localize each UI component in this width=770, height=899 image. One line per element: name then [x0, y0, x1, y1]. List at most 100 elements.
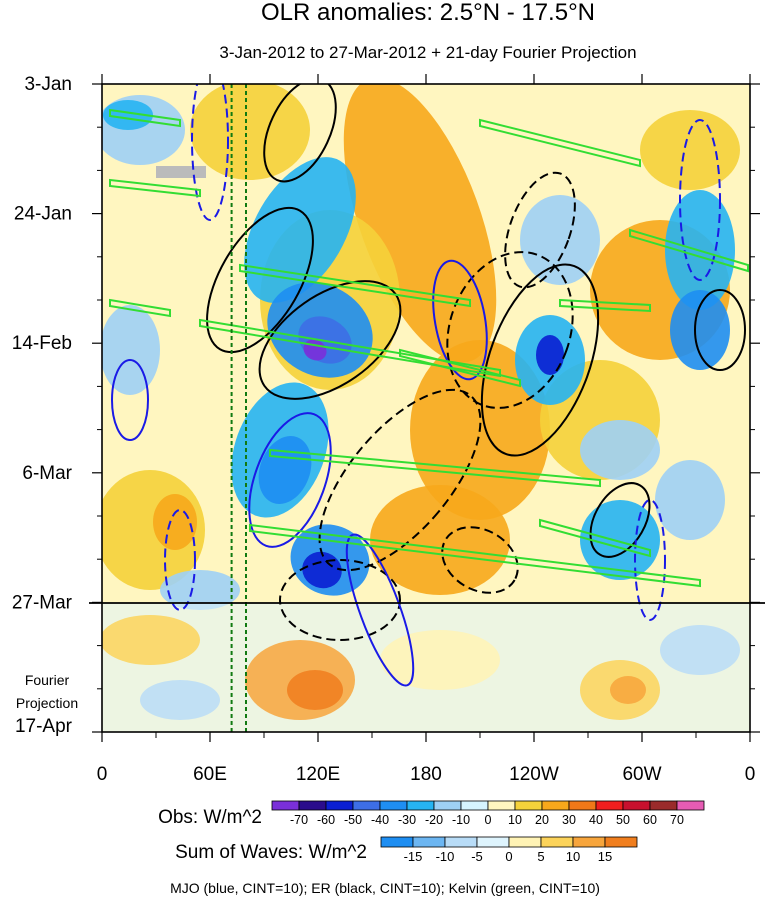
waves-colorbar-cell-2 [444, 836, 478, 848]
obs-colorbar-cell-8 [487, 800, 516, 811]
projection-anomaly-blob-6 [140, 680, 220, 720]
waves-colorbar-label-4: 5 [537, 849, 544, 864]
x-tick-label-0: 0 [97, 764, 108, 785]
obs-colorbar-cell-14 [649, 800, 678, 811]
y-tick-label-5: 17-Apr [15, 716, 73, 737]
obs-anomaly-blob-27 [655, 460, 725, 540]
obs-anomaly-blob-15 [244, 157, 356, 303]
obs-colorbar-cell-12 [595, 800, 624, 811]
obs-colorbar-cell-13 [622, 800, 651, 811]
waves-colorbar-cell-6 [572, 836, 606, 848]
kelvin-contour-1 [109, 178, 201, 198]
projection-label-line2: Projection [16, 695, 78, 711]
mjo-contour-2 [432, 259, 488, 381]
y-tick-label-4: 27-Mar [12, 592, 73, 613]
projection-anomaly-blob-7 [660, 625, 740, 675]
kelvin-contour-5 [249, 523, 701, 588]
waves-colorbar-cell-5 [540, 836, 574, 848]
obs-anomaly-blob-28 [102, 305, 160, 395]
er-contour-3 [446, 251, 574, 409]
obs-colorbar-cell-15 [676, 800, 705, 811]
mjo-contour-0 [191, 84, 229, 221]
mjo-contour-6 [634, 499, 666, 621]
mjo-contour-7 [164, 509, 196, 611]
y-tick-label-3: 6-Mar [22, 463, 72, 484]
waves-colorbar-label: Sum of Waves: W/m^2 [175, 842, 367, 863]
obs-anomaly-blob-2 [190, 84, 310, 180]
er-contour-4 [318, 388, 482, 572]
obs-anomaly-blob-11 [103, 100, 153, 130]
plot-area [102, 84, 750, 732]
obs-colorbar-cell-5 [406, 800, 435, 811]
dashed-longitude-markers [230, 84, 247, 732]
obs-anomaly-blob-29 [160, 570, 240, 610]
projection-anomaly-blob-4 [102, 615, 200, 665]
kelvin-contour-7 [629, 228, 749, 273]
kelvin-contour-11 [539, 518, 651, 558]
er-contour-9 [504, 171, 576, 289]
footnote: MJO (blue, CINT=10); ER (black, CINT=10)… [170, 880, 600, 896]
waves-colorbar-cell-7 [604, 836, 638, 848]
waves-colorbar-label-1: -10 [436, 849, 455, 864]
kelvin-contour-0 [109, 108, 181, 128]
obs-colorbar-cell-0 [271, 800, 300, 811]
obs-colorbar-label-14: 70 [670, 813, 684, 827]
obs-colorbar-label-9: 20 [535, 813, 549, 827]
waves-colorbar-cell-0 [380, 836, 414, 848]
er-contour-5 [206, 206, 314, 354]
obs-anomaly-blob-14 [670, 290, 730, 370]
obs-colorbar-cell-2 [325, 800, 354, 811]
chart-subtitle: 3-Jan-2012 to 27-Mar-2012 + 21-day Fouri… [219, 43, 636, 62]
obs-colorbar-label-2: -50 [344, 813, 362, 827]
x-tick-label-3: 180 [410, 764, 442, 785]
wave-contours [109, 84, 749, 687]
kelvin-contour-4 [269, 448, 601, 488]
obs-colorbar-label-12: 50 [616, 813, 630, 827]
obs-anomaly-blob-24 [536, 335, 564, 375]
waves-colorbar-cell-1 [412, 836, 446, 848]
obs-colorbar-label-1: -60 [317, 813, 335, 827]
mjo-contour-3 [248, 412, 332, 548]
obs-colorbar: -70 -60 -50 -40 -30 -20 -10 0 10 20 30 40 50 60 70 [271, 800, 705, 827]
er-contour-10 [279, 559, 401, 641]
y-tick-label-1: 24-Jan [14, 204, 72, 225]
obs-colorbar-cell-7 [460, 800, 489, 811]
waves-colorbar-cell-4 [508, 836, 542, 848]
kelvin-contour-10 [399, 348, 521, 388]
x-tick-label-6: 0 [745, 764, 756, 785]
obs-colorbar-label-6: -10 [452, 813, 470, 827]
obs-colorbar-label-3: -40 [371, 813, 389, 827]
obs-colorbar-cell-1 [298, 800, 327, 811]
obs-colorbar-label-4: -30 [398, 813, 416, 827]
y-tick-label-0: 3-Jan [24, 74, 72, 95]
missing-data-patch [156, 166, 206, 178]
x-tick-label-2: 120E [296, 764, 340, 785]
obs-anomaly-blob-8 [370, 485, 510, 595]
mjo-contour-4 [679, 119, 721, 281]
x-tick-label-4: 120W [509, 764, 559, 785]
waves-colorbar-label-5: 10 [566, 849, 580, 864]
projection-anomaly-blob-3 [610, 676, 646, 704]
er-contour-2 [480, 263, 600, 457]
obs-colorbar-label-7: 0 [485, 813, 492, 827]
projection-anomaly-field [102, 615, 740, 720]
x-axis: 0 60E 120E 180 120W 60W 0 [97, 74, 756, 785]
er-contour-8 [694, 289, 746, 371]
er-contour-0 [263, 84, 337, 183]
waves-colorbar-label-0: -15 [404, 849, 423, 864]
obs-anomaly-blob-25 [580, 500, 660, 580]
obs-anomaly-blob-9 [640, 110, 740, 190]
obs-colorbar-label-13: 60 [643, 813, 657, 827]
kelvin-contour-6 [479, 118, 641, 168]
obs-colorbar-label-10: 30 [562, 813, 576, 827]
x-tick-label-5: 60W [622, 764, 661, 785]
waves-colorbar-label-2: -5 [471, 849, 483, 864]
y-axis: 3-Jan 24-Jan 14-Feb 6-Mar 27-Mar 17-Apr [12, 74, 760, 737]
obs-colorbar-label-5: -20 [425, 813, 443, 827]
waves-colorbar-cell-3 [476, 836, 510, 848]
obs-colorbar-cell-9 [514, 800, 543, 811]
kelvin-contour-2 [239, 263, 471, 308]
obs-colorbar-cell-4 [379, 800, 408, 811]
x-tick-label-1: 60E [193, 764, 227, 785]
